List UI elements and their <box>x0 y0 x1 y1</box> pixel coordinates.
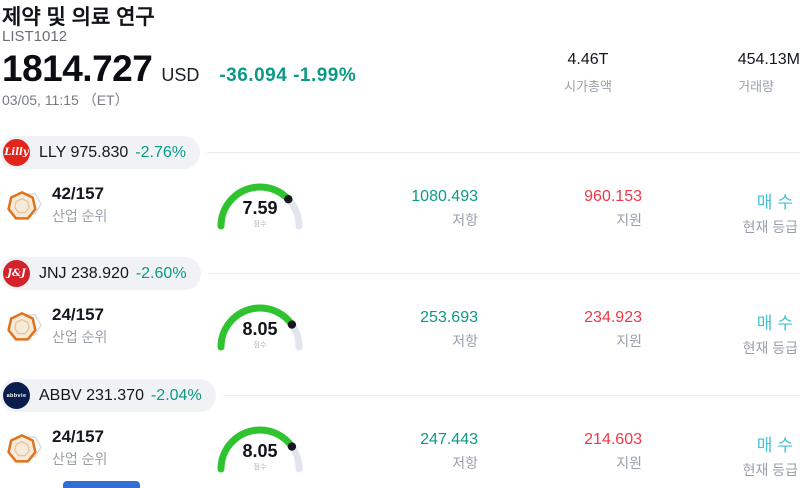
support-col: 214.603 지원 <box>584 431 642 473</box>
volume-stat: 454.13M 거래량 <box>688 51 800 95</box>
industry-rank: 24/157 산업 순위 <box>4 427 107 469</box>
score-label: 점수 <box>253 464 267 471</box>
volume-label: 거래량 <box>738 79 774 94</box>
rank-label: 산업 순위 <box>52 208 108 224</box>
support-value: 214.603 <box>584 431 642 448</box>
resistance-value: 1080.493 <box>411 188 478 205</box>
ticker-name-price: ABBV 231.370 <box>39 386 144 404</box>
industry-rank: 42/157 산업 순위 <box>4 184 107 226</box>
rating-col: 매수 현재 등급 <box>743 309 798 358</box>
rank-value: 24/157 <box>52 427 104 446</box>
lly-logo-icon: Lilly <box>3 139 30 166</box>
ticker-pill-row: J&J JNJ 238.920 -2.60% <box>0 257 800 290</box>
score-label: 점수 <box>253 221 267 228</box>
resistance-col: 247.443 저항 <box>420 431 478 473</box>
index-change: -36.094 -1.99% <box>219 65 357 86</box>
rank-shield-icon <box>7 191 42 220</box>
index-price: 1814.727 <box>2 48 153 89</box>
list-id: LIST1012 <box>2 28 68 45</box>
ticker-pill-lly[interactable]: Lilly LLY 975.830 -2.76% <box>0 136 200 169</box>
rank-value: 42/157 <box>52 184 104 203</box>
rank-text: 42/157 산업 순위 <box>52 184 107 226</box>
score-value: 8.05 <box>242 319 278 339</box>
support-col: 960.153 지원 <box>584 188 642 230</box>
ticker-name-price: LLY 975.830 <box>39 143 129 161</box>
rank-shield-icon <box>7 312 42 341</box>
ticker-pill-jnj[interactable]: J&J JNJ 238.920 -2.60% <box>0 257 201 290</box>
rating-value: 매수 <box>756 314 798 333</box>
abbv-logo-icon: abbvie <box>3 382 30 409</box>
resistance-col: 1080.493 저항 <box>411 188 478 230</box>
resistance-value: 253.693 <box>420 309 478 326</box>
volume-value: 454.13M <box>737 51 800 68</box>
currency-label: USD <box>161 65 200 85</box>
ticker-name-price: JNJ 238.920 <box>39 264 129 282</box>
ticker-change: -2.60% <box>135 264 187 282</box>
rank-text: 24/157 산업 순위 <box>52 427 107 469</box>
support-value: 234.923 <box>584 309 642 326</box>
support-label: 지원 <box>616 212 642 228</box>
rating-col: 매수 현재 등급 <box>743 431 798 480</box>
quote-datetime: 03/05, 11:15 （ET） <box>2 92 129 108</box>
ticker-pill-row: abbvie ABBV 231.370 -2.04% <box>0 379 800 412</box>
divider-line <box>206 152 800 153</box>
resistance-value: 247.443 <box>420 431 478 448</box>
partial-cutoff-button[interactable] <box>63 481 140 488</box>
rank-value: 24/157 <box>52 305 104 324</box>
resistance-col: 253.693 저항 <box>420 309 478 351</box>
price-line: 1814.727 USD -36.094 -1.99% <box>2 48 356 90</box>
rating-value: 매수 <box>756 193 798 212</box>
market-cap-label: 시가총액 <box>564 79 612 94</box>
ticker-change: -2.76% <box>135 143 186 161</box>
industry-rank: 24/157 산업 순위 <box>4 305 107 347</box>
score-label: 점수 <box>253 342 267 349</box>
rating-label: 현재 등급 <box>742 462 798 478</box>
rating-label: 현재 등급 <box>742 340 798 356</box>
rating-col: 매수 현재 등급 <box>743 188 798 237</box>
resistance-label: 저항 <box>452 212 478 228</box>
score-value: 7.59 <box>242 198 278 218</box>
stock-row-abbv: abbvie ABBV 231.370 -2.04% 24/157 산업 순위 <box>0 379 800 488</box>
score-gauge: 8.05 점수 <box>212 293 308 357</box>
score-value: 8.05 <box>242 441 278 461</box>
support-value: 960.153 <box>584 188 642 205</box>
support-label: 지원 <box>616 333 642 349</box>
ticker-pill-row: Lilly LLY 975.830 -2.76% <box>0 136 800 169</box>
score-gauge: 8.05 점수 <box>212 415 308 479</box>
page-title: 제약 및 의료 연구 <box>2 6 155 29</box>
support-label: 지원 <box>616 455 642 471</box>
rank-label: 산업 순위 <box>52 451 108 467</box>
resistance-label: 저항 <box>452 333 478 349</box>
jnj-logo-icon: J&J <box>3 260 30 287</box>
ticker-change: -2.04% <box>150 386 202 404</box>
stock-row-lly: Lilly LLY 975.830 -2.76% 42/157 산업 순위 <box>0 136 800 257</box>
rank-text: 24/157 산업 순위 <box>52 305 107 347</box>
stock-row-jnj: J&J JNJ 238.920 -2.60% 24/157 산업 순위 <box>0 257 800 378</box>
rating-label: 현재 등급 <box>742 219 798 235</box>
ticker-pill-abbv[interactable]: abbvie ABBV 231.370 -2.04% <box>0 379 216 412</box>
rating-value: 매수 <box>756 436 798 455</box>
rank-shield-icon <box>7 434 42 463</box>
market-cap-value: 4.46T <box>567 51 609 68</box>
divider-line <box>207 273 800 274</box>
divider-line <box>222 395 800 396</box>
market-cap-stat: 4.46T 시가총액 <box>533 51 643 95</box>
support-col: 234.923 지원 <box>584 309 642 351</box>
rank-label: 산업 순위 <box>52 329 108 345</box>
resistance-label: 저항 <box>452 455 478 471</box>
score-gauge: 7.59 점수 <box>212 172 308 236</box>
